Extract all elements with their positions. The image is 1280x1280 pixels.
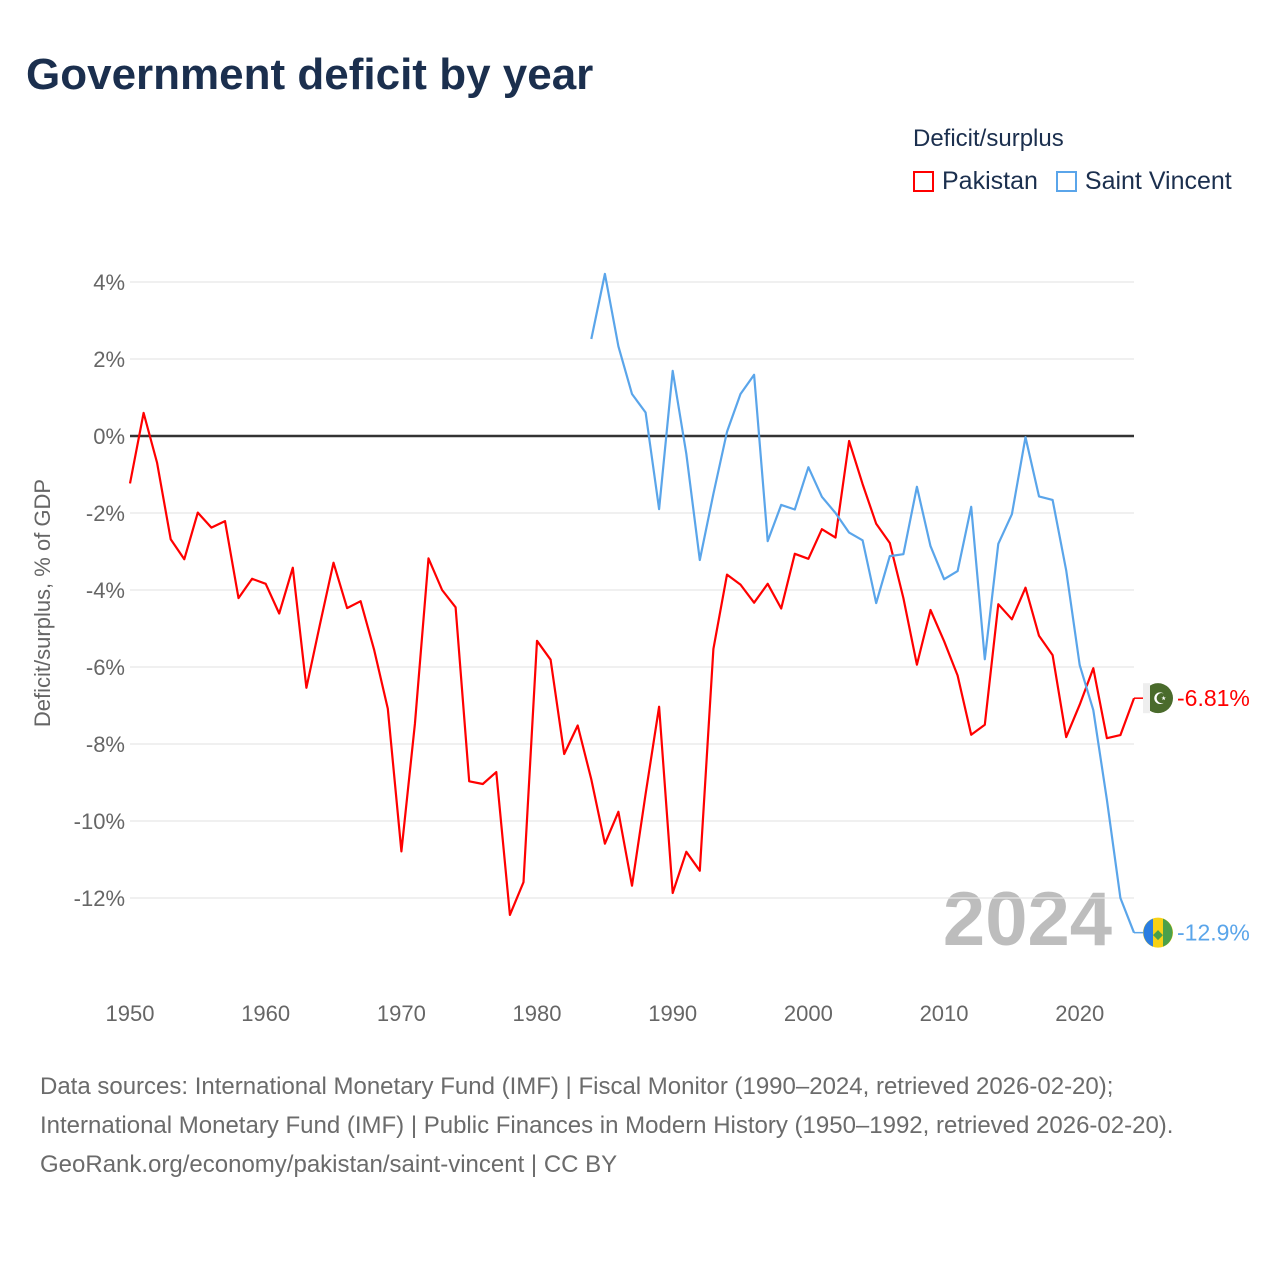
legend: Pakistan Saint Vincent <box>913 167 1232 196</box>
x-tick-label: 2020 <box>1055 1001 1104 1026</box>
y-axis-label: Deficit/surplus, % of GDP <box>30 479 55 727</box>
credit-link[interactable]: GeoRank.org/economy/pakistan/saint-vince… <box>40 1151 618 1178</box>
legend-label: Pakistan <box>942 167 1038 195</box>
y-tick-label: -10% <box>74 809 125 834</box>
x-tick-label: 1960 <box>241 1001 290 1026</box>
data-sources: Data sources: International Monetary Fun… <box>40 1073 1174 1139</box>
y-tick-label: -12% <box>74 886 125 911</box>
pakistan-flag-stripe <box>1143 683 1150 714</box>
x-tick-label: 1980 <box>513 1001 562 1026</box>
pakistan-flag-icon <box>1143 683 1173 714</box>
diamonds-icon: ◆ <box>1153 927 1163 942</box>
y-tick-label: 0% <box>93 424 125 449</box>
x-tick-label: 1950 <box>106 1001 155 1026</box>
y-tick-label: -2% <box>86 501 125 526</box>
end-value-label: -6.81% <box>1177 685 1250 711</box>
legend-swatch-pakistan <box>913 171 934 192</box>
legend-swatch-saint-vincent <box>1055 171 1077 192</box>
y-tick-label: -8% <box>86 732 125 757</box>
chart-title: Government deficit by year <box>26 50 594 99</box>
x-tick-label: 1970 <box>377 1001 426 1026</box>
footer: Data sources: International Monetary Fun… <box>40 1067 1240 1184</box>
legend-label: Saint Vincent <box>1084 167 1232 195</box>
x-tick-label: 2010 <box>920 1001 969 1026</box>
y-tick-label: -4% <box>86 578 125 603</box>
x-tick-label: 2000 <box>784 1001 833 1026</box>
legend-title: Deficit/surplus <box>913 125 1064 152</box>
y-tick-label: -6% <box>86 655 125 680</box>
series-line-saint-vincent <box>590 272 1136 934</box>
legend-item-saint-vincent[interactable]: Saint Vincent <box>1055 167 1232 196</box>
series-line-pakistan <box>128 411 1136 917</box>
legend-item-pakistan[interactable]: Pakistan <box>913 167 1038 196</box>
y-tick-label: 4% <box>93 270 125 295</box>
year-watermark: 2024 <box>943 877 1112 962</box>
flag-blue-band <box>1143 918 1153 947</box>
x-tick-label: 1990 <box>648 1001 697 1026</box>
end-value-label: -12.9% <box>1177 920 1250 946</box>
y-tick-label: 2% <box>93 347 125 372</box>
crescent-icon: ☪ <box>1153 691 1167 708</box>
flag-green-band <box>1163 918 1173 947</box>
